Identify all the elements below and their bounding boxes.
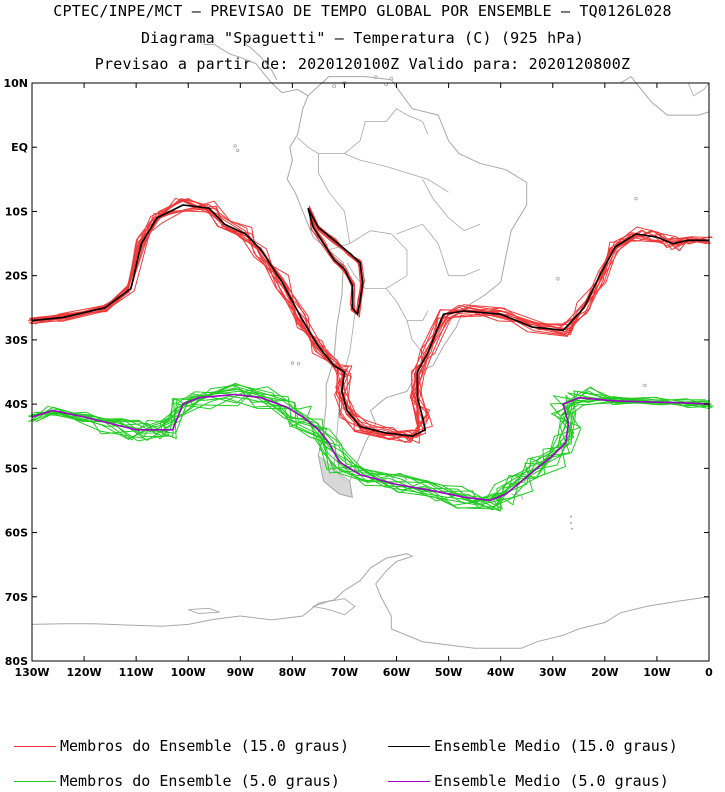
lat-tick-label: 30S [5, 334, 28, 347]
mean-15-line [31, 204, 709, 438]
lon-tick-label: 0 [705, 666, 713, 679]
lon-tick-label: 50W [435, 666, 462, 679]
lon-tick-label: 70W [331, 666, 358, 679]
legend-members-5: Membros do Ensemble (5.0 graus) [14, 771, 340, 791]
legend-mean-15: Ensemble Medio (15.0 graus) [388, 736, 678, 756]
lon-tick-label: 20W [591, 666, 618, 679]
lat-tick-label: 10S [5, 205, 28, 218]
legend-label-mean-5: Ensemble Medio (5.0 graus) [434, 772, 669, 790]
title-line-1: CPTEC/INPE/MCT – PREVISAO DE TEMPO GLOBA… [53, 2, 672, 20]
legend-label-members-5: Membros do Ensemble (5.0 graus) [60, 772, 340, 790]
lon-tick-label: 80W [279, 666, 306, 679]
lat-tick-label: 20S [5, 270, 28, 283]
lat-tick-label: 50S [5, 462, 28, 475]
legend-swatch-mean-5 [388, 780, 430, 782]
legend-swatch-members-5 [14, 780, 56, 782]
lon-tick-label: 130W [14, 666, 49, 679]
lat-tick-label: 80S [5, 655, 28, 668]
lat-tick-label: 40S [5, 398, 28, 411]
coastlines [31, 34, 710, 649]
title-line-2: Diagrama "Spaguetti" – Temperatura (C) (… [140, 29, 585, 47]
lon-tick-label: 60W [383, 666, 410, 679]
legend-swatch-mean-15 [388, 745, 430, 747]
lat-tick-label: 10N [3, 77, 28, 90]
lat-tick-label: 70S [5, 591, 28, 604]
lat-tick-label: 60S [5, 527, 28, 540]
lon-tick-label: 10W [643, 666, 670, 679]
map-frame [31, 82, 710, 662]
members-5-contours [27, 382, 714, 512]
title-line-3: Previsao a partir de: 2020120100Z Valido… [94, 55, 631, 73]
lon-tick-label: 30W [539, 666, 566, 679]
legend-mean-5: Ensemble Medio (5.0 graus) [388, 771, 669, 791]
lon-tick-label: 120W [67, 666, 102, 679]
lon-tick-label: 110W [119, 666, 154, 679]
lat-tick-label: EQ [11, 141, 28, 154]
legend-label-members-15: Membros do Ensemble (15.0 graus) [60, 737, 349, 755]
mean-15-loop [307, 207, 364, 317]
lon-tick-label: 40W [487, 666, 514, 679]
ensemble-means [31, 204, 710, 502]
mean-5-line [31, 393, 710, 502]
legend-members-15: Membros do Ensemble (15.0 graus) [14, 736, 349, 756]
members-15-contours [27, 197, 713, 444]
lon-tick-label: 100W [171, 666, 206, 679]
legend-label-mean-15: Ensemble Medio (15.0 graus) [434, 737, 678, 755]
lon-tick-label: 90W [227, 666, 254, 679]
legend-swatch-members-15 [14, 745, 56, 747]
